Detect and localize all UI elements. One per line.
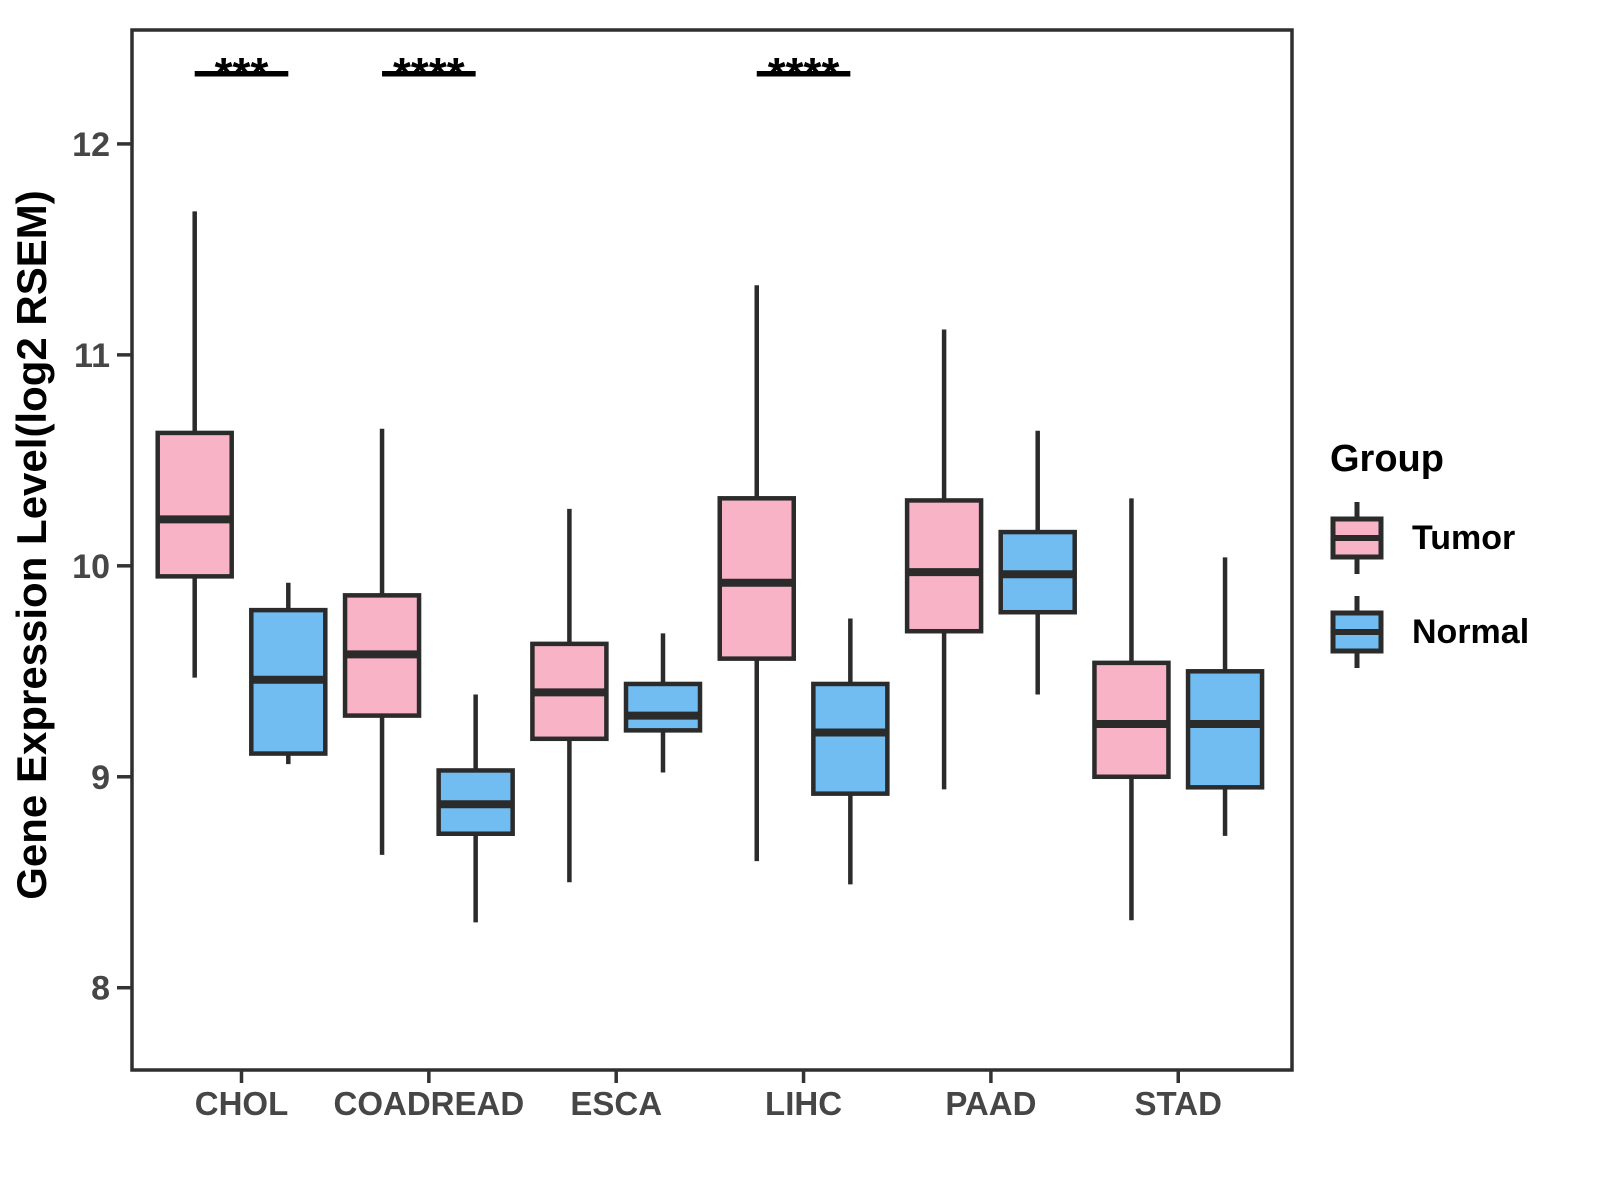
panel-border — [130, 28, 1294, 1072]
x-tick-label-CHOL: CHOL — [195, 1085, 289, 1122]
y-tick-label-11: 11 — [74, 337, 110, 375]
normal-boxplot-key-icon — [1330, 596, 1384, 668]
x-tick-label-STAD: STAD — [1135, 1085, 1222, 1122]
x-tick-label-ESCA: ESCA — [570, 1085, 662, 1122]
sig-bar-CHOL — [194, 71, 289, 77]
box-ESCA-normal — [623, 681, 703, 733]
x-tick-label-PAAD: PAAD — [945, 1085, 1036, 1122]
x-tick-label-COADREAD: COADREAD — [334, 1085, 525, 1122]
sig-bar-LIHC — [756, 71, 851, 77]
tumor-boxplot-key-icon — [1330, 502, 1384, 574]
y-tick-label-8: 8 — [91, 970, 110, 1008]
legend-label-tumor: Tumor — [1412, 518, 1516, 557]
x-tick-label-LIHC: LIHC — [765, 1085, 842, 1122]
box-LIHC-normal — [811, 681, 890, 796]
y-axis-title: Gene Expression Level(log2 RSEM) — [8, 190, 55, 900]
legend-item-normal: Normal — [1328, 593, 1529, 671]
y-tick-label-10: 10 — [72, 548, 110, 586]
y-tick-label-9: 9 — [91, 759, 110, 797]
sig-stars-COADREAD: **** — [393, 48, 465, 100]
box-LIHC-tumor — [717, 496, 796, 661]
legend: Group Tumor Normal — [1328, 438, 1529, 687]
sig-stars-CHOL: *** — [215, 48, 269, 100]
y-tick-label-12: 12 — [72, 126, 110, 164]
sig-stars-LIHC: **** — [768, 48, 840, 100]
box-CHOL-tumor — [155, 430, 234, 579]
legend-label-normal: Normal — [1412, 612, 1530, 651]
legend-title: Group — [1330, 438, 1444, 480]
box-STAD-normal — [1185, 669, 1265, 790]
legend-item-tumor: Tumor — [1328, 499, 1529, 577]
box-STAD-tumor — [1092, 660, 1171, 780]
box-PAAD-tumor — [904, 498, 984, 634]
sig-bar-COADREAD — [382, 71, 476, 77]
